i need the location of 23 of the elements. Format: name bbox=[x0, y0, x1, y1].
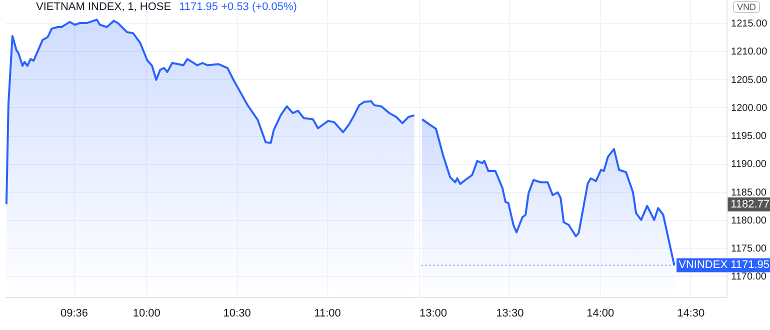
x-tick-label: 14:00 bbox=[586, 308, 614, 320]
x-tick-label: 09:36 bbox=[60, 308, 88, 320]
chart-subtitle: 1171.95 +0.53 (+0.05%) bbox=[179, 1, 297, 13]
y-tick-label: 1205.00 bbox=[731, 74, 768, 86]
ref-line-label: VNINDEX 1171.95 bbox=[678, 259, 770, 272]
y-tick-label: 1195.00 bbox=[731, 131, 767, 142]
y-tick-label: 1215.00 bbox=[731, 18, 768, 30]
y-tick-label: 1190.00 bbox=[731, 159, 767, 170]
y-tick-label: 1185.00 bbox=[731, 187, 767, 198]
y-tick-label: 1210.00 bbox=[731, 46, 768, 58]
y-tick-label: 1175.00 bbox=[731, 244, 767, 255]
y-tick-label: 1180.00 bbox=[731, 215, 767, 226]
x-tick-label: 11:00 bbox=[314, 308, 341, 320]
y-tick-label: 1170.00 bbox=[731, 272, 767, 283]
x-tick-label: 10:30 bbox=[223, 308, 251, 320]
y-tick-label: 1200.00 bbox=[731, 102, 768, 114]
x-tick-label: 14:30 bbox=[677, 308, 705, 320]
x-tick-label: 13:00 bbox=[420, 308, 448, 320]
chart-title: VIETNAM INDEX, 1, HOSE bbox=[36, 1, 172, 13]
x-tick-label: 13:30 bbox=[496, 308, 524, 320]
x-tick-label: 10:00 bbox=[132, 308, 160, 320]
text: VND bbox=[732, 1, 760, 13]
text: 1182.77 bbox=[730, 198, 770, 210]
